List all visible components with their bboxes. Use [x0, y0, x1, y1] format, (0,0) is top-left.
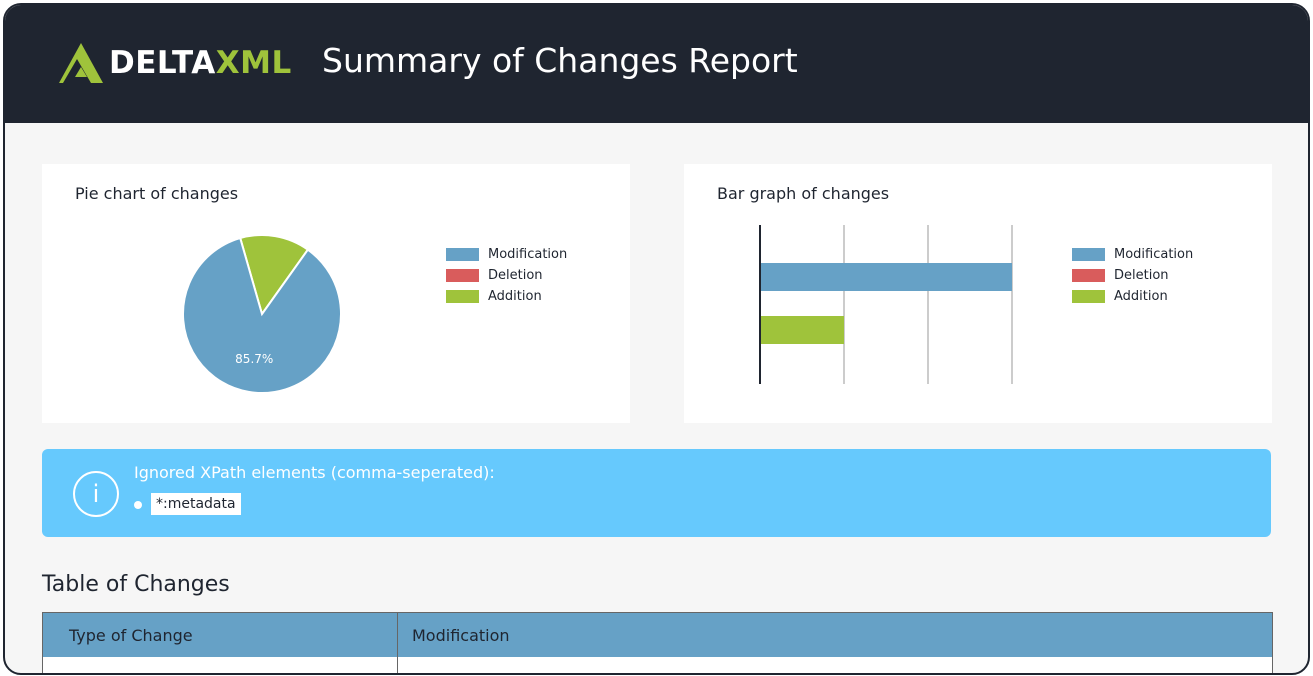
bar-chart-card: Bar graph of changes Modification Deletio…: [684, 164, 1272, 423]
header-bar: DELTAXML Summary of Changes Report: [5, 5, 1308, 123]
report-frame: DELTAXML Summary of Changes Report Pie c…: [3, 3, 1310, 675]
pie-legend-item: Deletion: [446, 265, 567, 286]
bar-legend: Modification Deletion Addition: [1072, 244, 1193, 307]
page-title: Summary of Changes Report: [322, 41, 798, 80]
table-header-row: Type of Change Modification: [43, 613, 1272, 657]
changes-table: Type of Change Modification: [42, 612, 1273, 673]
bar-legend-item: Addition: [1072, 286, 1193, 307]
legend-label: Addition: [1114, 289, 1168, 304]
column-header-type: Type of Change: [69, 625, 193, 645]
legend-swatch: [446, 290, 479, 303]
bar-chart-title: Bar graph of changes: [717, 184, 890, 203]
legend-label: Addition: [488, 289, 542, 304]
pie-slice-modification: [182, 236, 342, 394]
table-cell: [43, 657, 397, 673]
pie-legend-item: Modification: [446, 244, 567, 265]
legend-swatch: [446, 269, 479, 282]
ignored-xpath-info: i Ignored XPath elements (comma-seperate…: [42, 449, 1271, 537]
info-icon: i: [73, 471, 119, 517]
table-cell: [397, 657, 1272, 673]
deltaxml-logo: DELTAXML: [57, 41, 292, 85]
bar-modification: [760, 263, 1012, 291]
pie-data-label: 85.7%: [235, 352, 273, 366]
pie-legend-item: Addition: [446, 286, 567, 307]
table-title: Table of Changes: [42, 572, 230, 597]
legend-label: Deletion: [488, 268, 543, 283]
legend-swatch: [1072, 248, 1105, 261]
list-bullet: [134, 501, 142, 509]
column-header-modification: Modification: [397, 613, 1272, 657]
legend-swatch: [1072, 290, 1105, 303]
bar-legend-item: Deletion: [1072, 265, 1193, 286]
pie-chart-title: Pie chart of changes: [75, 184, 239, 203]
bar-addition: [760, 316, 844, 344]
logo-text: DELTAXML: [109, 45, 292, 81]
legend-label: Deletion: [1114, 268, 1169, 283]
pie-legend: Modification Deletion Addition: [446, 244, 567, 307]
deltaxml-logo-icon: [59, 43, 103, 83]
legend-swatch: [446, 248, 479, 261]
bar-legend-item: Modification: [1072, 244, 1193, 265]
bar-chart: [759, 225, 1013, 384]
pie-chart-card: Pie chart of changes 85.7% Modification D…: [42, 164, 630, 423]
legend-swatch: [1072, 269, 1105, 282]
xpath-item: *:metadata: [151, 493, 241, 515]
info-heading: Ignored XPath elements (comma-seperated)…: [134, 463, 495, 482]
legend-label: Modification: [488, 247, 568, 262]
legend-label: Modification: [1114, 247, 1194, 262]
table-row: [43, 657, 1272, 673]
pie-chart: 85.7%: [182, 234, 342, 394]
